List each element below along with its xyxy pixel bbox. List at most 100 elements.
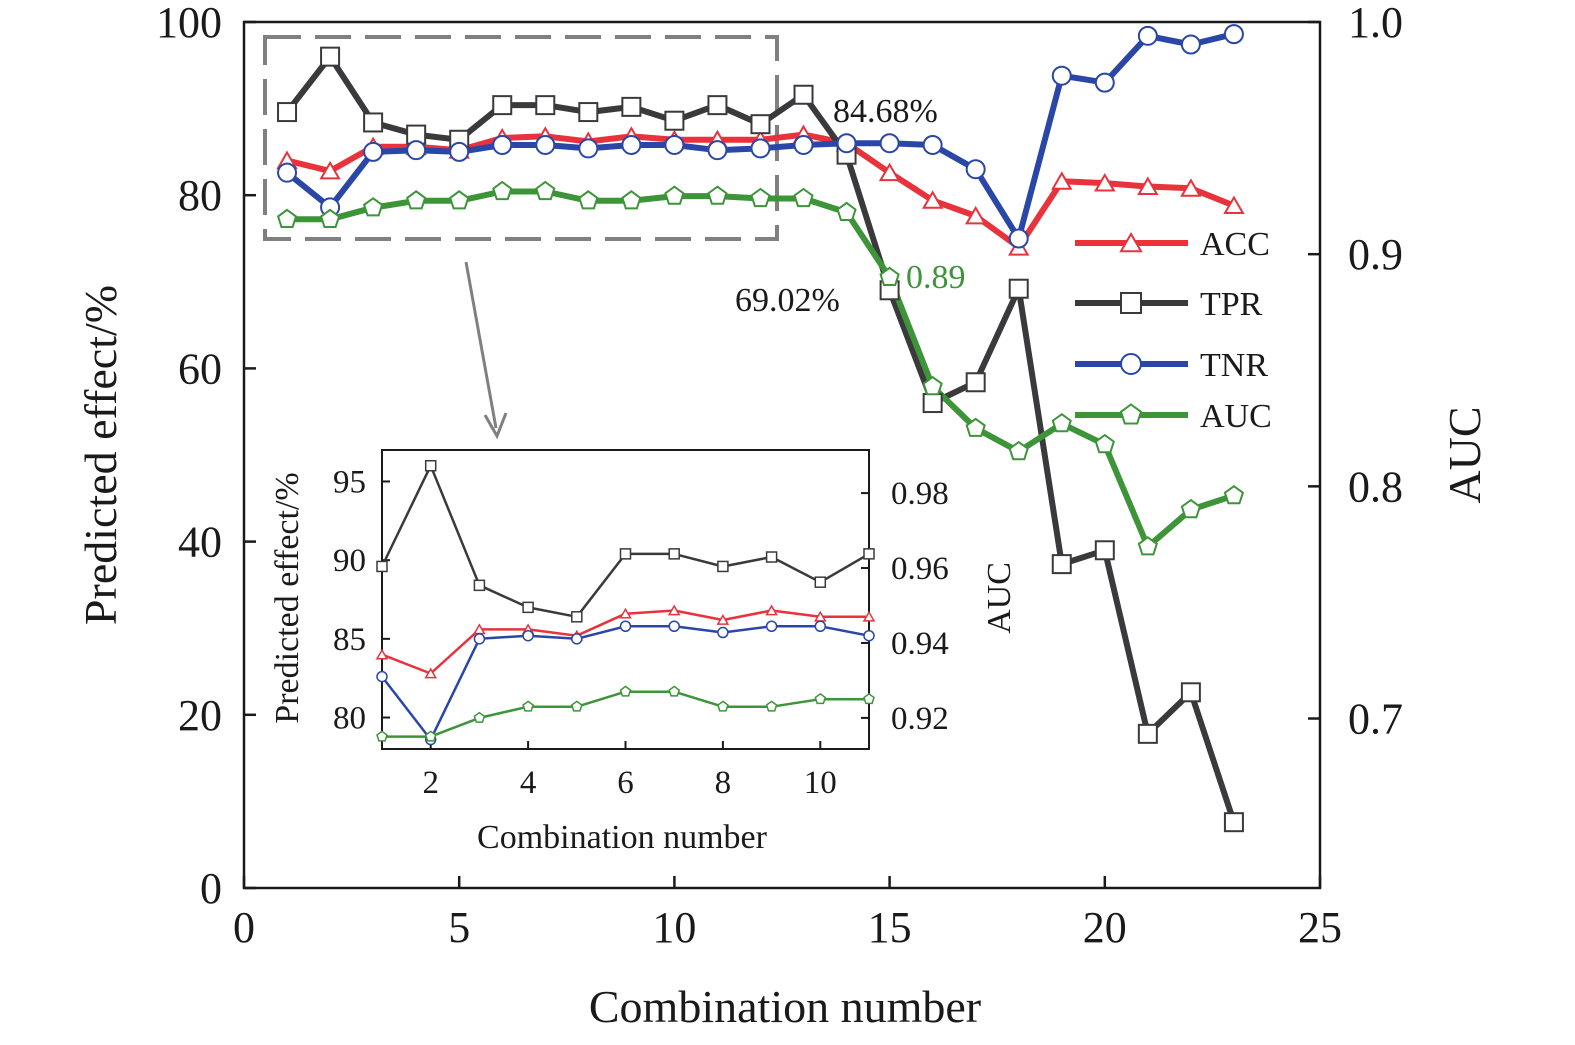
y-tick-label-1: 20 (178, 691, 222, 740)
legend-label-tpr: TPR (1200, 286, 1263, 323)
data-point-tpr-19 (1051, 554, 1072, 575)
data-point-auc-17 (965, 417, 986, 437)
inset-axis-ticks: 2 4 6 8 10 80 85 90 95 0.92 0.94 0.96 0.98 (333, 464, 949, 801)
data-point-auc-11 (707, 185, 728, 205)
data-point-auc-1 (276, 208, 298, 228)
x-tick-label-5: 25 (1298, 903, 1342, 952)
inset-data-point-tpr-6 (619, 548, 632, 560)
data-point-tpr-10 (664, 110, 685, 131)
data-point-tnr-12 (750, 138, 771, 159)
data-point-tnr-17 (965, 159, 986, 180)
data-point-tnr-9 (621, 134, 642, 155)
legend-marker-acc (1119, 232, 1143, 253)
inset-data-point-tpr-8 (717, 560, 729, 573)
data-point-tpr-13 (793, 84, 814, 105)
zoom-arrow-shaft (464, 261, 498, 429)
inset-data-point-auc-7 (668, 685, 681, 697)
y2-tick-label-2: 0.9 (1348, 230, 1403, 279)
data-point-auc-4 (406, 190, 427, 210)
inset-y2-tick-label-3: 0.98 (891, 476, 949, 512)
data-point-tnr-13 (793, 134, 814, 155)
inset-data-point-tnr-7 (668, 620, 680, 633)
data-point-acc-22 (1180, 178, 1202, 197)
inset-data-point-tnr-6 (619, 620, 632, 633)
inset-data-point-tnr-5 (571, 633, 583, 645)
data-point-auc-2 (319, 208, 341, 228)
main-series-layer (276, 24, 1245, 833)
inset-y2-axis-label: AUC (981, 562, 1018, 634)
data-point-auc-16 (922, 375, 943, 396)
inset-y-tick-label-2: 90 (333, 543, 366, 579)
y2-axis-label: AUC (1439, 406, 1490, 503)
data-point-acc-2 (319, 160, 341, 180)
inset-y2-tick-label-1: 0.94 (891, 626, 949, 662)
data-point-tpr-3 (363, 112, 384, 133)
data-point-auc-19 (1051, 412, 1072, 433)
data-point-tpr-18 (1008, 278, 1029, 299)
inset-series-layer (375, 459, 876, 746)
data-point-auc-10 (664, 185, 685, 205)
inset-data-point-auc-4 (522, 700, 534, 712)
inset-data-point-auc-8 (717, 700, 729, 712)
data-point-auc-22 (1180, 498, 1202, 519)
inset-data-point-tpr-4 (522, 601, 534, 614)
legend-label-tnr: TNR (1200, 347, 1268, 384)
inset-data-point-tpr-11 (863, 548, 875, 560)
inset-data-point-tnr-11 (863, 629, 875, 642)
x-axis-label: Combination number (589, 981, 981, 1032)
inset-data-point-auc-1 (376, 730, 388, 742)
inset-data-point-acc-6 (619, 607, 632, 619)
annotation-auc-value: 0.89 (906, 259, 966, 296)
x-tick-label-3: 15 (868, 903, 912, 952)
data-point-tnr-19 (1051, 65, 1072, 86)
inset-data-point-tpr-2 (424, 459, 437, 472)
legend-marker-auc (1119, 403, 1143, 425)
data-point-auc-3 (362, 197, 384, 217)
data-point-tpr-7 (535, 95, 556, 116)
inset-data-point-acc-11 (862, 610, 876, 622)
x-tick-label-4: 20 (1083, 903, 1127, 952)
data-point-tnr-20 (1094, 72, 1115, 93)
data-point-acc-19 (1051, 171, 1073, 190)
inset-x-tick-label-0: 2 (422, 765, 439, 801)
inset-chart: 2 4 6 8 10 80 85 90 95 0.92 0.94 0.96 0.98 Combinati… (269, 449, 1018, 856)
data-point-tnr-1 (277, 162, 298, 183)
data-point-tnr-3 (363, 141, 384, 162)
legend-marker-tnr (1120, 353, 1142, 375)
zoom-arrow-head (483, 412, 508, 440)
inset-data-point-tnr-10 (814, 620, 827, 633)
inset-y2-tick-label-0: 0.92 (891, 701, 949, 737)
inset-data-point-tpr-9 (765, 551, 778, 563)
data-point-auc-12 (750, 187, 771, 208)
inset-x-tick-label-1: 4 (520, 765, 537, 801)
data-point-auc-20 (1094, 433, 1115, 454)
y-axis-label: Predicted effect/% (75, 285, 126, 625)
data-point-tnr-23 (1223, 24, 1244, 45)
data-point-auc-23 (1223, 484, 1245, 505)
inset-y-tick-label-0: 80 (333, 701, 366, 737)
data-point-tpr-9 (621, 96, 642, 117)
data-point-acc-16 (921, 190, 944, 209)
data-point-tpr-17 (965, 372, 986, 393)
data-point-auc-18 (1008, 440, 1029, 461)
data-point-tnr-6 (492, 134, 513, 155)
data-point-auc-5 (449, 190, 470, 210)
plot-area-frame (242, 20, 1322, 890)
data-point-auc-14 (836, 201, 857, 221)
inset-data-point-tnr-1 (376, 670, 388, 683)
inset-data-point-tnr-9 (765, 620, 778, 633)
inset-data-point-auc-3 (473, 711, 486, 723)
inset-x-tick-label-3: 8 (715, 765, 732, 801)
data-point-tnr-14 (836, 133, 857, 154)
inset-data-point-auc-6 (619, 685, 632, 697)
inset-x-axis-label: Combination number (477, 819, 768, 856)
data-point-auc-8 (578, 190, 599, 210)
inset-data-point-auc-11 (863, 692, 875, 705)
data-point-tpr-12 (750, 114, 771, 135)
y2-tick-label-0: 0.7 (1348, 695, 1403, 744)
inset-data-point-acc-7 (667, 604, 681, 616)
legend-marker-tpr (1120, 292, 1142, 314)
data-point-tnr-22 (1180, 34, 1201, 55)
inset-data-point-tpr-7 (668, 548, 680, 560)
data-point-tnr-4 (406, 140, 427, 161)
